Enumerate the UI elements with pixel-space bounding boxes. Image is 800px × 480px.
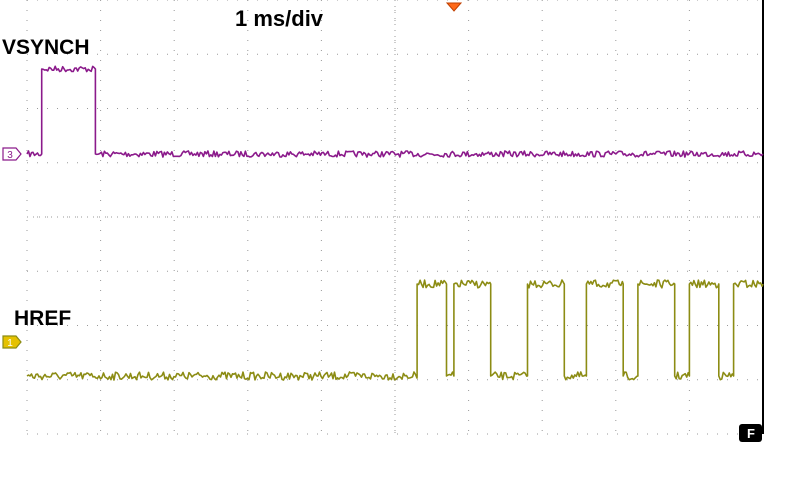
badge-background bbox=[739, 424, 762, 442]
channel-3-ground-marker: 3 bbox=[2, 147, 22, 161]
channel-1-ground-marker: 1 bbox=[2, 335, 22, 349]
traces bbox=[26, 65, 764, 381]
href-channel-label: HREF bbox=[14, 307, 72, 330]
timebase-label: 1 ms/div bbox=[235, 6, 324, 31]
markers: 3 1 F bbox=[2, 2, 762, 442]
trace-vsynch bbox=[26, 65, 764, 158]
vsynch-channel-label: VSYNCH bbox=[2, 36, 90, 59]
marker-shape bbox=[2, 147, 22, 161]
trigger-mode-badge: F bbox=[739, 424, 762, 442]
badge-text: F bbox=[747, 426, 755, 441]
marker-shape bbox=[2, 335, 22, 349]
trace-href bbox=[26, 279, 764, 381]
channel-number: 3 bbox=[7, 150, 13, 161]
graticule bbox=[26, 0, 764, 435]
trigger-position-icon bbox=[445, 2, 463, 12]
channel-number: 1 bbox=[7, 338, 13, 349]
